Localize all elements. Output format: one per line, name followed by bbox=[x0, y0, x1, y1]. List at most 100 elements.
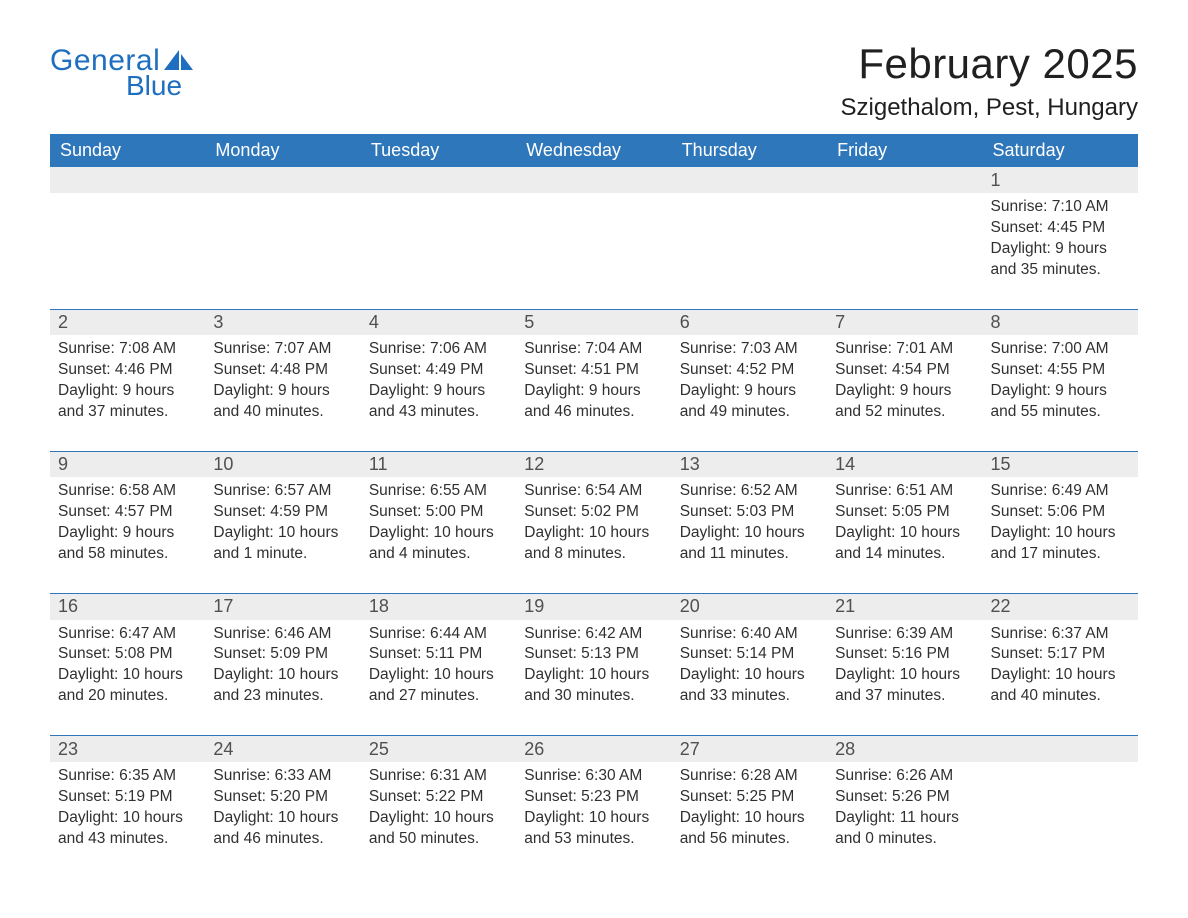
daylight-text: Daylight: 10 hours bbox=[835, 523, 974, 544]
daylight-text: Daylight: 9 hours bbox=[369, 381, 508, 402]
daylight-text: and 43 minutes. bbox=[369, 402, 508, 423]
day-data-cell bbox=[205, 193, 360, 309]
sunset-text: Sunset: 5:06 PM bbox=[991, 502, 1130, 523]
sunrise-text: Sunrise: 6:54 AM bbox=[524, 481, 663, 502]
sunrise-text: Sunrise: 6:39 AM bbox=[835, 624, 974, 645]
day-data-cell: Sunrise: 6:49 AMSunset: 5:06 PMDaylight:… bbox=[983, 477, 1138, 593]
sunset-text: Sunset: 5:26 PM bbox=[835, 787, 974, 808]
day-number-cell: 20 bbox=[672, 594, 827, 620]
daydata-row: Sunrise: 6:58 AMSunset: 4:57 PMDaylight:… bbox=[50, 477, 1138, 593]
daylight-text: Daylight: 10 hours bbox=[58, 665, 197, 686]
day-number-cell bbox=[361, 167, 516, 193]
day-number-cell: 4 bbox=[361, 309, 516, 335]
day-number-cell: 16 bbox=[50, 594, 205, 620]
daylight-text: and 4 minutes. bbox=[369, 544, 508, 565]
location-subtitle: Szigethalom, Pest, Hungary bbox=[841, 94, 1138, 122]
sunset-text: Sunset: 4:57 PM bbox=[58, 502, 197, 523]
day-data-cell: Sunrise: 7:01 AMSunset: 4:54 PMDaylight:… bbox=[827, 335, 982, 451]
daylight-text: Daylight: 10 hours bbox=[524, 523, 663, 544]
daydata-row: Sunrise: 6:47 AMSunset: 5:08 PMDaylight:… bbox=[50, 620, 1138, 736]
daynum-row: 232425262728 bbox=[50, 736, 1138, 762]
day-data-cell: Sunrise: 6:55 AMSunset: 5:00 PMDaylight:… bbox=[361, 477, 516, 593]
sunset-text: Sunset: 5:20 PM bbox=[213, 787, 352, 808]
day-data-cell: Sunrise: 6:30 AMSunset: 5:23 PMDaylight:… bbox=[516, 762, 671, 878]
day-number-cell: 14 bbox=[827, 451, 982, 477]
document-header: General Blue February 2025 Szigethalom, … bbox=[50, 40, 1138, 122]
daylight-text: and 23 minutes. bbox=[213, 686, 352, 707]
sunset-text: Sunset: 5:14 PM bbox=[680, 644, 819, 665]
daylight-text: Daylight: 10 hours bbox=[835, 665, 974, 686]
day-data-cell: Sunrise: 6:35 AMSunset: 5:19 PMDaylight:… bbox=[50, 762, 205, 878]
daylight-text: and 37 minutes. bbox=[58, 402, 197, 423]
day-number-cell bbox=[827, 167, 982, 193]
day-number-cell: 3 bbox=[205, 309, 360, 335]
daylight-text: and 55 minutes. bbox=[991, 402, 1130, 423]
daylight-text: Daylight: 10 hours bbox=[991, 665, 1130, 686]
sunset-text: Sunset: 4:45 PM bbox=[991, 218, 1130, 239]
day-number-cell: 10 bbox=[205, 451, 360, 477]
sunset-text: Sunset: 4:49 PM bbox=[369, 360, 508, 381]
daylight-text: Daylight: 10 hours bbox=[680, 665, 819, 686]
day-data-cell: Sunrise: 7:07 AMSunset: 4:48 PMDaylight:… bbox=[205, 335, 360, 451]
daylight-text: and 40 minutes. bbox=[991, 686, 1130, 707]
day-number-cell bbox=[516, 167, 671, 193]
day-number-cell: 5 bbox=[516, 309, 671, 335]
day-data-cell: Sunrise: 7:10 AMSunset: 4:45 PMDaylight:… bbox=[983, 193, 1138, 309]
daylight-text: and 27 minutes. bbox=[369, 686, 508, 707]
day-number-cell: 13 bbox=[672, 451, 827, 477]
sunrise-text: Sunrise: 6:37 AM bbox=[991, 624, 1130, 645]
day-data-cell: Sunrise: 6:52 AMSunset: 5:03 PMDaylight:… bbox=[672, 477, 827, 593]
day-data-cell: Sunrise: 7:06 AMSunset: 4:49 PMDaylight:… bbox=[361, 335, 516, 451]
sunrise-text: Sunrise: 6:52 AM bbox=[680, 481, 819, 502]
sunrise-text: Sunrise: 7:01 AM bbox=[835, 339, 974, 360]
day-data-cell: Sunrise: 6:44 AMSunset: 5:11 PMDaylight:… bbox=[361, 620, 516, 736]
daydata-row: Sunrise: 7:08 AMSunset: 4:46 PMDaylight:… bbox=[50, 335, 1138, 451]
day-data-cell: Sunrise: 6:37 AMSunset: 5:17 PMDaylight:… bbox=[983, 620, 1138, 736]
day-number-cell bbox=[50, 167, 205, 193]
day-number-cell: 25 bbox=[361, 736, 516, 762]
sunrise-text: Sunrise: 6:35 AM bbox=[58, 766, 197, 787]
daylight-text: Daylight: 10 hours bbox=[213, 523, 352, 544]
daylight-text: Daylight: 9 hours bbox=[680, 381, 819, 402]
day-data-cell: Sunrise: 6:31 AMSunset: 5:22 PMDaylight:… bbox=[361, 762, 516, 878]
day-data-cell: Sunrise: 6:33 AMSunset: 5:20 PMDaylight:… bbox=[205, 762, 360, 878]
sunrise-text: Sunrise: 6:30 AM bbox=[524, 766, 663, 787]
sunset-text: Sunset: 5:05 PM bbox=[835, 502, 974, 523]
weekday-header: Sunday bbox=[50, 134, 205, 167]
daylight-text: Daylight: 9 hours bbox=[58, 381, 197, 402]
daylight-text: and 14 minutes. bbox=[835, 544, 974, 565]
daylight-text: and 33 minutes. bbox=[680, 686, 819, 707]
daylight-text: and 52 minutes. bbox=[835, 402, 974, 423]
sunrise-text: Sunrise: 7:08 AM bbox=[58, 339, 197, 360]
daylight-text: Daylight: 10 hours bbox=[680, 523, 819, 544]
daylight-text: Daylight: 9 hours bbox=[991, 381, 1130, 402]
daylight-text: and 17 minutes. bbox=[991, 544, 1130, 565]
daylight-text: and 58 minutes. bbox=[58, 544, 197, 565]
day-number-cell: 19 bbox=[516, 594, 671, 620]
day-number-cell: 23 bbox=[50, 736, 205, 762]
daylight-text: and 49 minutes. bbox=[680, 402, 819, 423]
sunset-text: Sunset: 5:02 PM bbox=[524, 502, 663, 523]
day-number-cell: 24 bbox=[205, 736, 360, 762]
day-data-cell: Sunrise: 6:42 AMSunset: 5:13 PMDaylight:… bbox=[516, 620, 671, 736]
daylight-text: Daylight: 10 hours bbox=[524, 665, 663, 686]
sunrise-text: Sunrise: 7:03 AM bbox=[680, 339, 819, 360]
day-data-cell: Sunrise: 7:04 AMSunset: 4:51 PMDaylight:… bbox=[516, 335, 671, 451]
daylight-text: and 43 minutes. bbox=[58, 829, 197, 850]
day-data-cell bbox=[983, 762, 1138, 878]
day-number-cell: 28 bbox=[827, 736, 982, 762]
sunset-text: Sunset: 5:17 PM bbox=[991, 644, 1130, 665]
day-number-cell bbox=[672, 167, 827, 193]
daylight-text: and 46 minutes. bbox=[213, 829, 352, 850]
day-number-cell: 21 bbox=[827, 594, 982, 620]
day-data-cell: Sunrise: 6:28 AMSunset: 5:25 PMDaylight:… bbox=[672, 762, 827, 878]
daylight-text: Daylight: 9 hours bbox=[58, 523, 197, 544]
daylight-text: Daylight: 10 hours bbox=[524, 808, 663, 829]
sunset-text: Sunset: 5:03 PM bbox=[680, 502, 819, 523]
day-number-cell: 11 bbox=[361, 451, 516, 477]
daylight-text: Daylight: 9 hours bbox=[835, 381, 974, 402]
day-data-cell: Sunrise: 6:39 AMSunset: 5:16 PMDaylight:… bbox=[827, 620, 982, 736]
sunset-text: Sunset: 4:52 PM bbox=[680, 360, 819, 381]
daylight-text: and 37 minutes. bbox=[835, 686, 974, 707]
month-title: February 2025 bbox=[841, 40, 1138, 88]
